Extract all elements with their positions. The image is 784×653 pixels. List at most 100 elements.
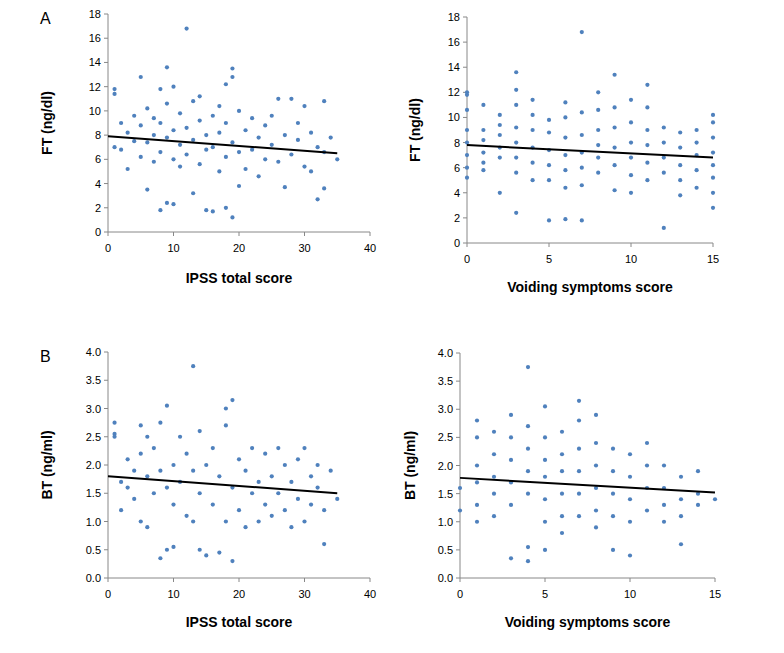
y-tick-label: 2.0 [86,459,101,471]
point [628,497,632,501]
y-tick-label: 12 [89,81,101,93]
point [547,218,551,222]
point [335,157,339,161]
point [119,480,123,484]
y-tick [104,183,108,184]
x-tick-label: 40 [364,588,376,600]
point [132,497,136,501]
point [645,143,649,147]
y-tick [463,42,467,43]
point [178,143,182,147]
point [230,398,234,402]
x-tick-label: 0 [464,253,470,265]
point [711,191,715,195]
point [309,169,313,173]
y-tick-label: 6 [95,153,101,165]
point [531,178,535,182]
point [185,452,189,456]
y-tick-label: 14 [448,61,460,73]
point [257,174,261,178]
point [224,423,228,427]
y-tick-label: 14 [89,56,101,68]
point [309,474,313,478]
point [243,469,247,473]
point [628,475,632,479]
point [611,492,615,496]
x-tick [304,578,305,582]
point [322,99,326,103]
x-tick [108,578,109,582]
regression-line [467,145,713,158]
point [316,486,320,490]
point [204,133,208,137]
point [198,548,202,552]
point [514,103,518,107]
point [711,135,715,139]
y-tick-label: 0.5 [438,544,453,556]
y-tick [104,232,108,233]
point [662,125,666,129]
point [165,135,169,139]
y-tick [456,465,460,466]
point [171,202,175,206]
point [335,497,339,501]
x-tick-label: 10 [167,588,179,600]
y-tick-label: 1.0 [86,516,101,528]
point [145,106,149,110]
point [645,161,649,165]
y-tick [456,549,460,550]
y-tick-label: 12 [448,86,460,98]
x-tick-label: 0 [457,588,463,600]
x-tick [549,243,550,247]
point [695,168,699,172]
y-tick-label: 16 [448,36,460,48]
point [547,118,551,122]
point [230,215,234,219]
y-tick-label: 8 [95,129,101,141]
point [191,519,195,523]
point [132,114,136,118]
point [526,469,530,473]
y-tick [104,465,108,466]
point [629,140,633,144]
y-tick [463,67,467,68]
point [230,75,234,79]
point [481,168,485,172]
point [577,469,581,473]
point [283,463,287,467]
point [204,553,208,557]
point [629,156,633,160]
point [165,102,169,106]
y-tick [463,17,467,18]
y-tick-label: 3.0 [86,403,101,415]
point [270,143,274,147]
point [191,99,195,103]
point [139,423,143,427]
point [629,98,633,102]
point [289,525,293,529]
y-tick [104,62,108,63]
chart-panel: 0.00.51.01.52.02.53.03.54.0051015Voiding… [402,347,721,630]
point [543,548,547,552]
point [498,123,502,127]
point [145,525,149,529]
point [629,120,633,124]
point [112,87,116,91]
point [296,457,300,461]
point [250,148,254,152]
point [198,118,202,122]
y-tick [456,353,460,354]
point [531,128,535,132]
y-tick [463,243,467,244]
point [563,153,567,157]
point [678,193,682,197]
point [270,514,274,518]
point [139,155,143,159]
point [158,469,162,473]
y-tick [463,117,467,118]
y-tick-label: 4.0 [86,346,101,358]
y-tick-label: 2.5 [86,431,101,443]
point [563,115,567,119]
y-tick-label: 3.0 [438,403,453,415]
point [577,514,581,518]
